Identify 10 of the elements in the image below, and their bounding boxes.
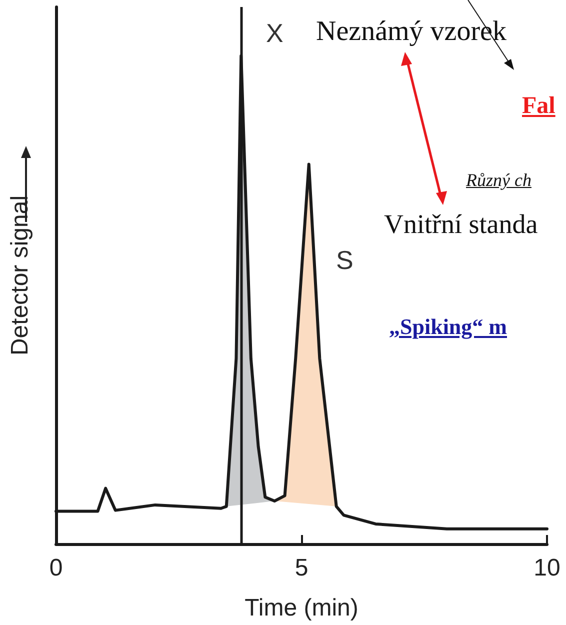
x-tick-label: 10 [534, 554, 560, 582]
annotation: S [336, 245, 354, 276]
annotation: Fal [522, 93, 556, 120]
x-tick-label: 5 [294, 554, 308, 582]
text: X [266, 18, 284, 49]
x-axis-title: Time (min) [244, 594, 358, 622]
annotation: Různý ch [466, 170, 532, 191]
x-tick-label: 0 [49, 554, 63, 582]
annotation: Vnitřní standa [384, 209, 538, 240]
annotation: „Spiking“ m [389, 314, 507, 340]
